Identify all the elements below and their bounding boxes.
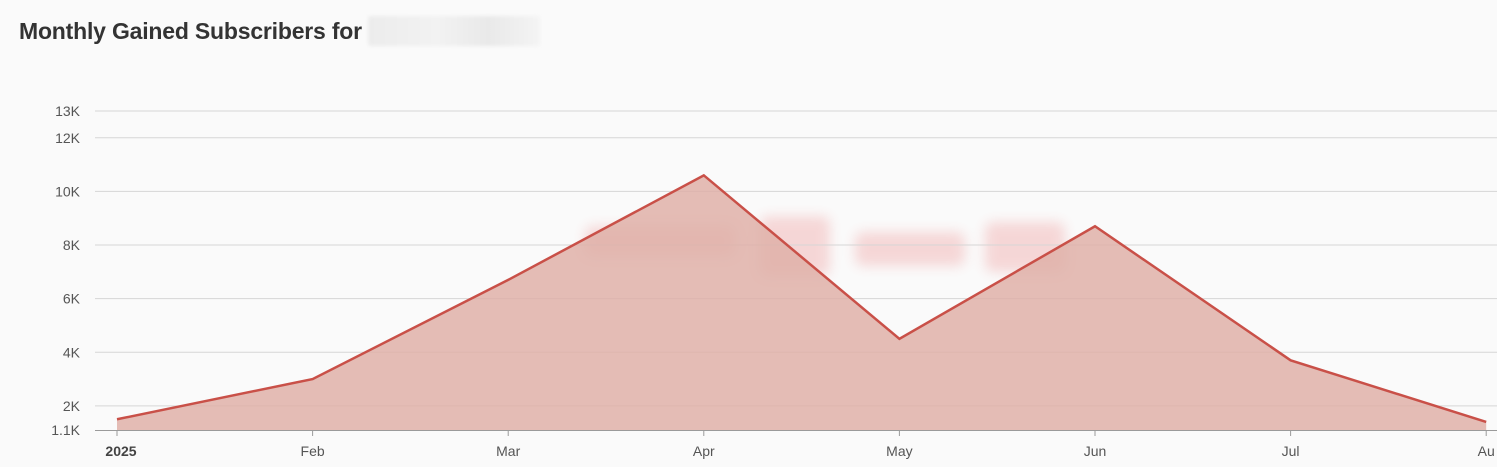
x-tick-label: Mar — [496, 443, 520, 459]
y-tick-label: 13K — [55, 103, 81, 119]
y-tick-label: 10K — [55, 183, 81, 199]
x-axis — [95, 430, 1497, 436]
y-tick-label: 6K — [63, 291, 81, 307]
chart-title: Monthly Gained Subscribers for — [19, 17, 362, 44]
x-tick-label: Jul — [1282, 443, 1300, 459]
x-tick-label: 2025 — [105, 443, 136, 459]
x-tick-label: Feb — [301, 443, 325, 459]
series-line — [116, 173, 1487, 424]
area-series — [116, 173, 1487, 430]
chart-title-row: Monthly Gained Subscribers for — [19, 14, 540, 48]
y-tick-label: 1.1K — [51, 422, 80, 438]
x-axis-labels: 2025 Feb Mar Apr May Jun Jul Au — [105, 443, 1494, 459]
y-tick-label: 12K — [55, 130, 81, 146]
x-tick-label: May — [886, 443, 912, 459]
y-tick-label: 4K — [63, 344, 81, 360]
x-tick-label: Jun — [1084, 443, 1107, 459]
y-axis: 13K 12K 10K 8K 6K 4K 2K 1.1K — [51, 103, 80, 438]
area-fill — [117, 175, 1487, 430]
y-tick-label: 2K — [63, 398, 81, 414]
y-tick-label: 8K — [63, 237, 81, 253]
x-tick-label: Au — [1478, 443, 1495, 459]
x-tick-label: Apr — [693, 443, 715, 459]
redacted-channel-name — [367, 16, 540, 46]
